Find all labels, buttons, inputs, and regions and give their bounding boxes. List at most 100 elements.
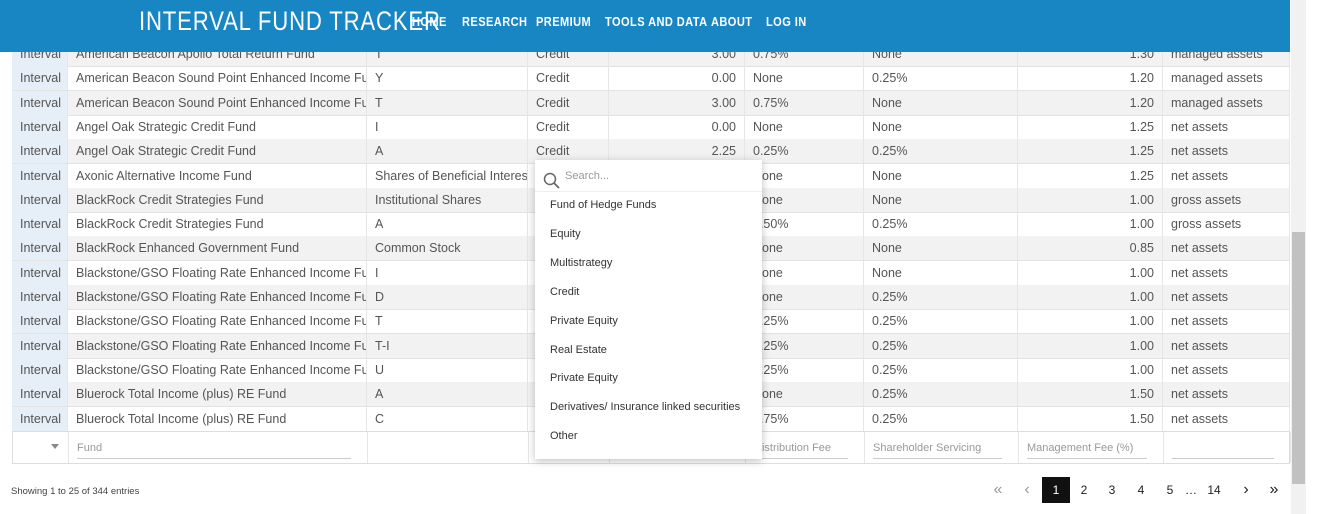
- table-cell: Blackstone/GSO Floating Rate Enhanced In…: [68, 309, 367, 334]
- nav-link[interactable]: RESEARCH: [462, 14, 528, 29]
- table-cell: Blackstone/GSO Floating Rate Enhanced In…: [68, 333, 367, 358]
- table-cell: 0.25%: [864, 309, 1018, 334]
- category-dropdown: Search... Fund of Hedge Funds Equity Multi…: [535, 160, 762, 459]
- table-cell: None: [864, 90, 1018, 115]
- dropdown-option[interactable]: Equity: [550, 227, 581, 240]
- select-arrow[interactable]: [51, 444, 59, 449]
- table-cell: Bluerock Total Income (plus) RE Fund: [68, 382, 367, 407]
- table-row[interactable]: Interval Angel Oak Strategic Credit Fund I…: [12, 114, 1290, 140]
- table-cell: None: [745, 382, 864, 407]
- table-cell: Common Stock: [367, 236, 528, 261]
- table-cell: None: [745, 66, 864, 91]
- table-cell: 1.25: [1018, 139, 1163, 164]
- nav-link[interactable]: LOG IN: [766, 14, 807, 29]
- page-button[interactable]: ›: [1243, 481, 1249, 498]
- table-cell: C: [367, 406, 528, 431]
- table-cell: 1.00: [1018, 285, 1163, 309]
- page-button[interactable]: ‹: [1024, 481, 1030, 498]
- page-button[interactable]: »: [1269, 481, 1279, 498]
- table-cell: 0.25%: [864, 139, 1018, 164]
- table-cell: 1.50: [1018, 406, 1163, 431]
- page-button[interactable]: 3: [1108, 483, 1116, 497]
- filter-cell: Distribution Fee: [746, 432, 865, 463]
- table-cell: net assets: [1163, 260, 1290, 285]
- table-cell: None: [745, 187, 864, 212]
- table-row[interactable]: Interval American Beacon Sound Point Enha…: [12, 90, 1290, 116]
- table-cell: 0.25%: [745, 309, 864, 334]
- table-cell: 0.25%: [745, 357, 864, 382]
- table-cell: net assets: [1163, 236, 1290, 261]
- dropdown-option[interactable]: Credit: [550, 285, 580, 298]
- table-cell: Interval: [12, 309, 68, 334]
- table-cell: None: [745, 285, 864, 309]
- table-cell: Interval: [12, 382, 68, 407]
- table-cell: 1.20: [1018, 90, 1163, 115]
- table-cell: A: [367, 139, 528, 164]
- filter-input[interactable]: Fund: [77, 440, 351, 459]
- table-cell: Axonic Alternative Income Fund: [68, 163, 367, 188]
- page-button[interactable]: 2: [1080, 483, 1088, 497]
- table-cell: net assets: [1163, 357, 1290, 382]
- nav-link[interactable]: HOME: [412, 14, 447, 29]
- nav-link[interactable]: ABOUT: [711, 14, 753, 29]
- table-cell: 0.25%: [864, 406, 1018, 431]
- header-bar: INTERVAL FUND TRACKER HOME RESEARCH PREMIU…: [0, 0, 1290, 52]
- filter-cell: [1164, 432, 1291, 463]
- dropdown-option[interactable]: Multistrategy: [550, 256, 613, 269]
- scrollbar-thumb[interactable]: [1292, 232, 1305, 484]
- page-button[interactable]: …: [1185, 483, 1197, 497]
- page-button[interactable]: «: [993, 481, 1003, 498]
- table-cell: None: [745, 236, 864, 261]
- dropdown-option[interactable]: Other: [550, 430, 578, 443]
- table-cell: gross assets: [1163, 187, 1290, 212]
- table-cell: 0.25%: [864, 333, 1018, 358]
- table-cell: None: [864, 236, 1018, 261]
- table-row[interactable]: Interval Angel Oak Strategic Credit Fund A…: [12, 139, 1290, 165]
- divider: [535, 191, 762, 192]
- table-cell: gross assets: [1163, 212, 1290, 237]
- nav-link[interactable]: PREMIUM: [536, 14, 592, 29]
- table-cell: T: [367, 42, 528, 66]
- table-cell: managed assets: [1163, 66, 1290, 91]
- table-cell: Credit: [528, 114, 609, 139]
- table-cell: 1.00: [1018, 260, 1163, 285]
- table-cell: 1.00: [1018, 357, 1163, 382]
- dropdown-option[interactable]: Real Estate: [550, 343, 607, 356]
- table-cell: None: [864, 260, 1018, 285]
- page-button[interactable]: 5: [1166, 483, 1174, 497]
- dropdown-option[interactable]: Private Equity: [550, 314, 618, 327]
- table-cell: 0.75%: [745, 90, 864, 115]
- filter-cell: [368, 432, 529, 463]
- filter-cell: [13, 432, 69, 463]
- dropdown-option[interactable]: Fund of Hedge Funds: [550, 199, 657, 211]
- page-button[interactable]: 4: [1137, 483, 1145, 497]
- dropdown-option[interactable]: Derivatives/ Insurance linked securities: [550, 401, 741, 414]
- table-cell: A: [367, 382, 528, 407]
- search-input[interactable]: Search...: [565, 170, 610, 182]
- page-button[interactable]: 1: [1042, 477, 1070, 503]
- table-cell: net assets: [1163, 406, 1290, 431]
- filter-cell: Fund: [69, 432, 368, 463]
- table-cell: None: [745, 260, 864, 285]
- dropdown-option[interactable]: Private Equity: [550, 372, 618, 385]
- table-cell: BlackRock Credit Strategies Fund: [68, 212, 367, 237]
- table-cell: Bluerock Total Income (plus) RE Fund: [68, 406, 367, 431]
- nav-link[interactable]: TOOLS AND DATA: [605, 14, 708, 29]
- table-cell: 1.25: [1018, 163, 1163, 188]
- table-cell: net assets: [1163, 382, 1290, 407]
- page-button[interactable]: 14: [1207, 483, 1221, 497]
- table-cell: T-I: [367, 333, 528, 358]
- filter-input[interactable]: Shareholder Servicing: [873, 440, 1002, 459]
- table-cell: 0.85: [1018, 236, 1163, 261]
- table-cell: Credit: [528, 139, 609, 164]
- filter-input[interactable]: [1172, 440, 1274, 459]
- table-cell: Credit: [528, 66, 609, 91]
- table-cell: 0.50%: [745, 212, 864, 237]
- site-title[interactable]: INTERVAL FUND TRACKER: [139, 6, 441, 36]
- table-cell: managed assets: [1163, 90, 1290, 115]
- table-row[interactable]: Interval American Beacon Sound Point Enha…: [12, 66, 1290, 92]
- filter-input[interactable]: Management Fee (%): [1027, 440, 1147, 459]
- filter-input[interactable]: Distribution Fee: [754, 440, 848, 459]
- table-cell: 0.00: [609, 66, 745, 91]
